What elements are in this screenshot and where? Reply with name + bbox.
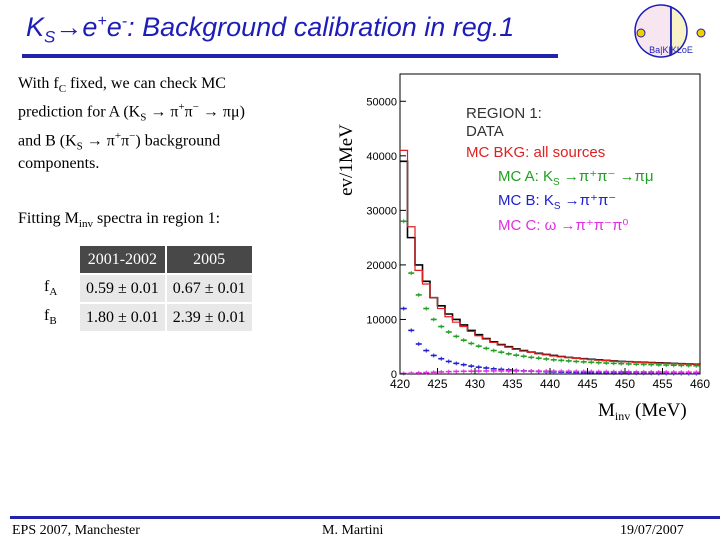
legend-mca: MC A: KS →π⁺π⁻ →πμ [498, 168, 654, 188]
footer-rule [10, 516, 720, 519]
x-tick-label: 435 [502, 377, 522, 391]
legend-mcb: MC B: KS →π⁺π⁻ [498, 192, 616, 212]
fit-label: Fitting Minv spectra in region 1: [18, 210, 221, 231]
legend-all: MC BKG: all sources [466, 144, 605, 161]
table-header-2005: 2005 [166, 246, 252, 273]
y-tick-label: 10000 [366, 314, 397, 326]
x-tick-label: 445 [577, 377, 597, 391]
table-header-2001: 2001-2002 [80, 246, 165, 273]
table-cell: 0.59 ± 0.01 [80, 275, 165, 302]
legend-data: DATA [466, 123, 504, 140]
x-tick-label: 455 [652, 377, 672, 391]
logo-text: Ba|K|KLoE [649, 45, 693, 55]
table-cell: 1.80 ± 0.01 [80, 304, 165, 331]
table-cell: 0.67 ± 0.01 [166, 275, 252, 302]
x-axis-label: Minv (MeV) [598, 400, 687, 423]
x-tick-label: 460 [690, 377, 710, 391]
legend-mcc: MC C: ω →π⁺π⁻π⁰ [498, 217, 628, 234]
x-tick-label: 440 [540, 377, 560, 391]
slide-title: KS→e+e-: Background calibration in reg.1 [26, 12, 515, 47]
table-cell: 2.39 ± 0.01 [166, 304, 252, 331]
table-row: fA 0.59 ± 0.01 0.67 ± 0.01 [44, 275, 252, 302]
y-tick-label: 30000 [366, 205, 397, 217]
plot-frame [399, 73, 701, 375]
x-tick-label: 430 [465, 377, 485, 391]
table-corner [44, 246, 78, 273]
row-label-fb: fB [44, 304, 78, 331]
legend: REGION 1: DATA MC BKG: all sources MC A:… [466, 105, 654, 234]
y-tick-label: 20000 [366, 260, 397, 272]
x-tick-label: 450 [615, 377, 635, 391]
table-row: fB 1.80 ± 0.01 2.39 ± 0.01 [44, 304, 252, 331]
y-tick-label: 40000 [366, 151, 397, 163]
kloe-logo: Ba|K|KLoE [626, 3, 716, 59]
series-line-1 [400, 149, 701, 365]
minv-histogram: 420 425 430 435 440 445 450 455 460 0 10000 20000 3… [336, 73, 710, 423]
y-axis-label: ev/1MeV [336, 124, 357, 196]
legend-region: REGION 1: [466, 105, 542, 122]
x-tick-label: 425 [427, 377, 447, 391]
fit-results-table: 2001-2002 2005 fA 0.59 ± 0.01 0.67 ± 0.0… [42, 244, 254, 333]
title-underline [22, 54, 558, 58]
footer-date: 19/07/2007 [620, 523, 684, 538]
footer-event: EPS 2007, Manchester [12, 523, 140, 538]
y-tick-label: 0 [391, 369, 397, 381]
row-label-fa: fA [44, 275, 78, 302]
x-tick-label: 420 [390, 377, 410, 391]
footer-author: M. Martini [322, 523, 384, 538]
y-tick-label: 50000 [366, 96, 397, 108]
table-header-row: 2001-2002 2005 [44, 246, 252, 273]
intro-text: With fC fixed, we can check MC predictio… [18, 75, 245, 173]
